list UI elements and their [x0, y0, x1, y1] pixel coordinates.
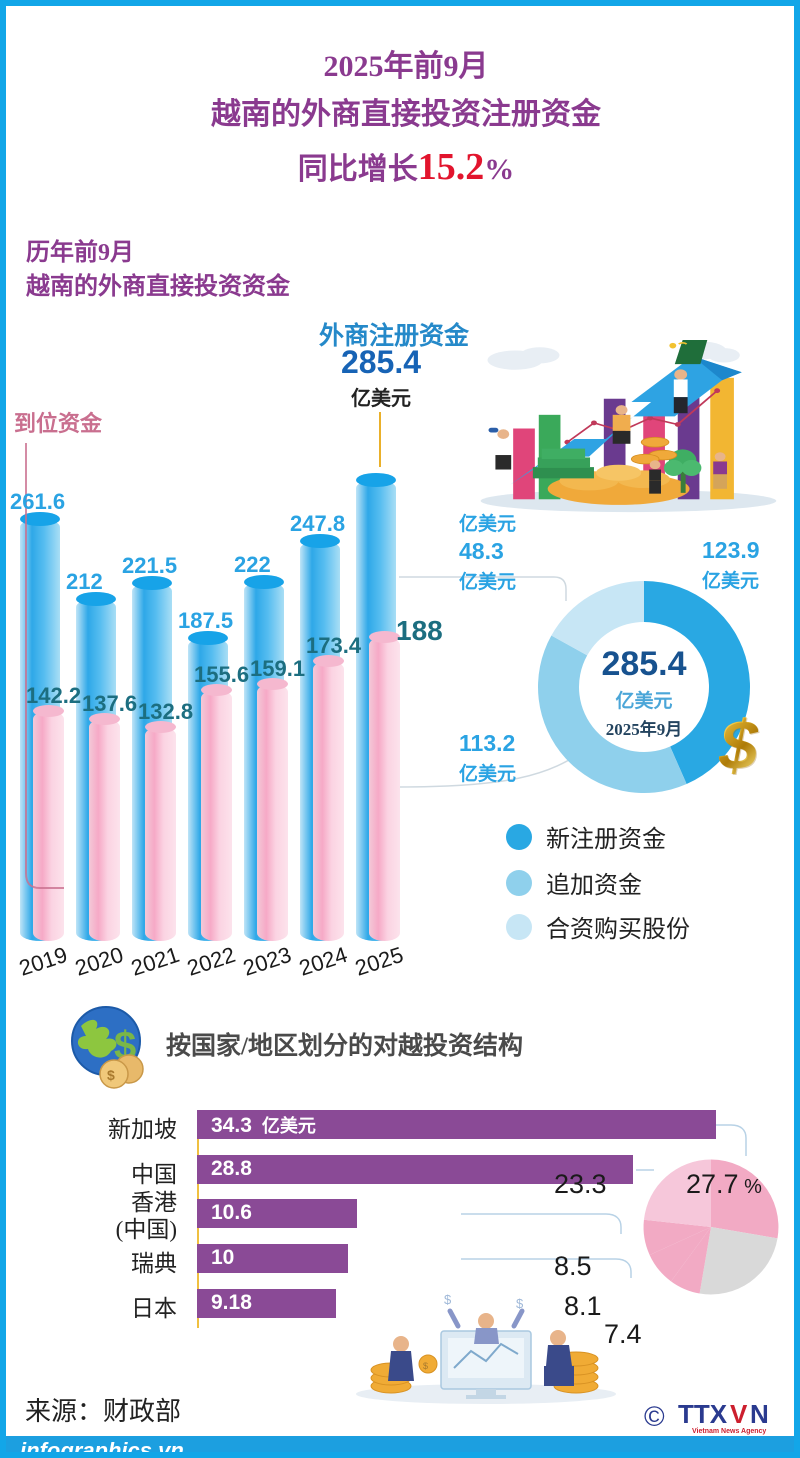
svg-text:$: $ — [516, 1296, 524, 1311]
svg-text:TTX: TTX — [678, 1399, 728, 1429]
svg-text:V: V — [730, 1399, 748, 1429]
svg-text:Vietnam News Agency: Vietnam News Agency — [692, 1428, 766, 1435]
svg-text:$: $ — [444, 1292, 452, 1307]
svg-text:N: N — [750, 1399, 769, 1429]
svg-text:$: $ — [423, 1361, 428, 1371]
svg-text:$: $ — [107, 1067, 115, 1083]
